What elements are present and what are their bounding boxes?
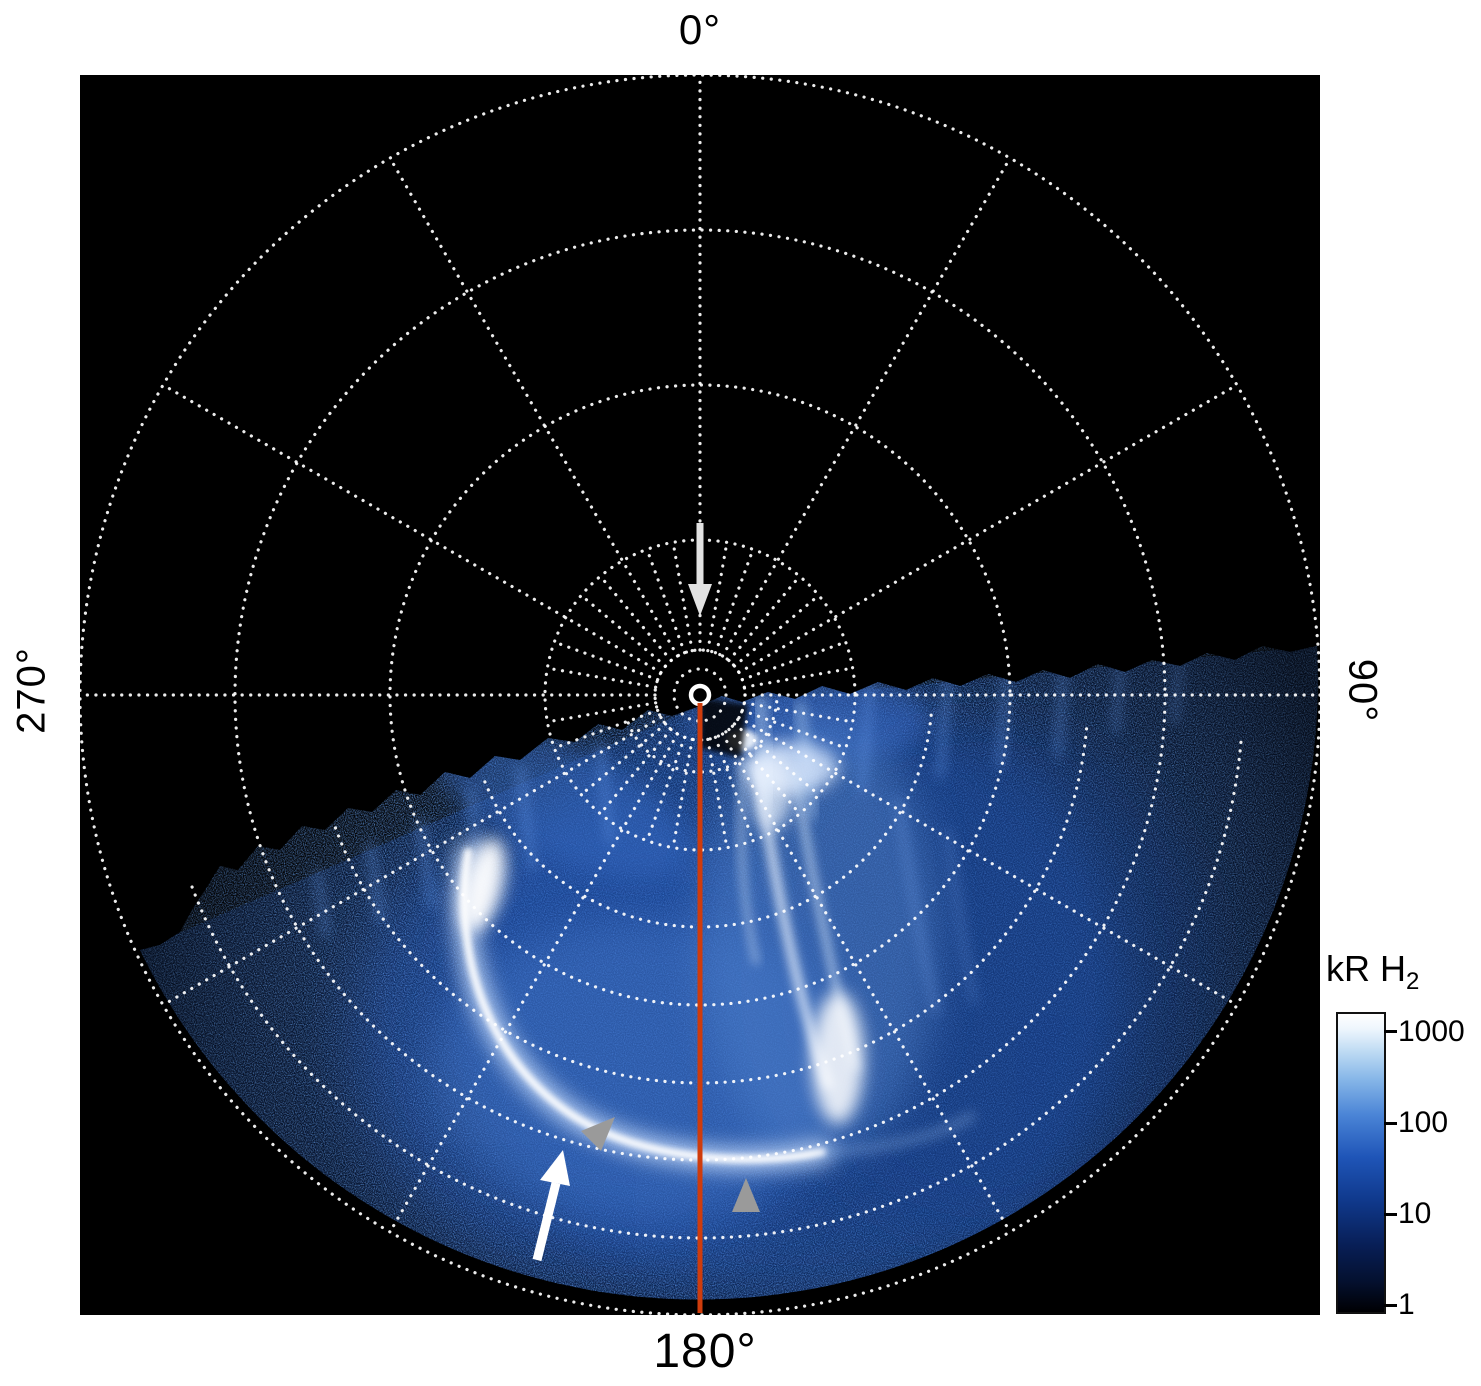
grid-spoke-fine: [557, 708, 660, 748]
gray-arrowhead-left: [581, 1117, 615, 1151]
grid-spoke-fine: [706, 737, 728, 845]
grid-spoke: [388, 732, 680, 1234]
polar-grid: [78, 73, 1322, 1317]
grid-spoke: [161, 383, 663, 675]
grid-spoke-fine: [550, 701, 658, 723]
pole-marker: [688, 683, 712, 707]
colorbar: [1336, 1012, 1386, 1314]
grid-spoke-fine: [672, 737, 694, 845]
colorbar-tick: [1384, 1030, 1397, 1033]
grid-spoke-fine: [713, 552, 753, 655]
colorbar-tick-label: 10: [1398, 1197, 1432, 1230]
grid-circle: [388, 383, 1012, 1007]
grid-spoke-fine: [742, 701, 850, 723]
colorbar-tick-label: 1: [1398, 1288, 1415, 1321]
grid-spoke-fine: [727, 578, 799, 663]
grid-circle: [653, 648, 747, 742]
grid-spoke-fine: [740, 642, 843, 682]
angle-label-0: 0°: [678, 6, 722, 53]
grid-spoke-fine: [742, 667, 850, 689]
grid-spoke-fine: [583, 596, 668, 668]
grid-arc: [480, 713, 933, 929]
grid-arc: [333, 727, 1089, 1085]
gray-arrowhead-right: [732, 1178, 760, 1212]
grid-spoke-fine: [732, 722, 817, 794]
grid-spoke-fine: [583, 722, 668, 794]
grid-spoke-fine: [601, 578, 673, 663]
grid-spoke-fine: [557, 642, 660, 682]
grid-spoke-fine: [713, 735, 753, 838]
grid-circle: [78, 73, 1322, 1317]
angle-label-180: 180°: [653, 1325, 757, 1378]
grid-spoke-fine: [647, 735, 687, 838]
grid-spoke: [388, 156, 680, 658]
colorbar-tick-label: 1000: [1398, 1015, 1465, 1048]
grid-spoke-fine: [672, 545, 694, 653]
grid-spoke-fine: [732, 596, 817, 668]
grid-spoke-fine: [601, 727, 673, 812]
grid-arc: [626, 700, 779, 774]
grid-circle: [672, 667, 728, 723]
arc-arrow: [532, 1150, 570, 1262]
grid-spoke-fine: [740, 708, 843, 748]
grid-spoke: [161, 715, 663, 1007]
grid-spoke-fine: [647, 552, 687, 655]
colorbar-tick: [1384, 1122, 1397, 1125]
colorbar-title: kR H2: [1326, 948, 1420, 996]
colorbar-tick: [1384, 1304, 1397, 1307]
grid-arc: [188, 740, 1243, 1240]
grid-spoke-fine: [727, 727, 799, 812]
grid-spoke-fine: [550, 667, 658, 689]
grid-spoke: [737, 383, 1239, 675]
grid-spoke: [720, 732, 1012, 1234]
colorbar-tick: [1384, 1213, 1397, 1216]
colorbar-tick-label: 100: [1398, 1106, 1449, 1139]
grid-spoke: [720, 156, 1012, 658]
pole-arrow: [688, 523, 712, 616]
grid-spoke: [737, 715, 1239, 1007]
grid-spoke-fine: [706, 545, 728, 653]
